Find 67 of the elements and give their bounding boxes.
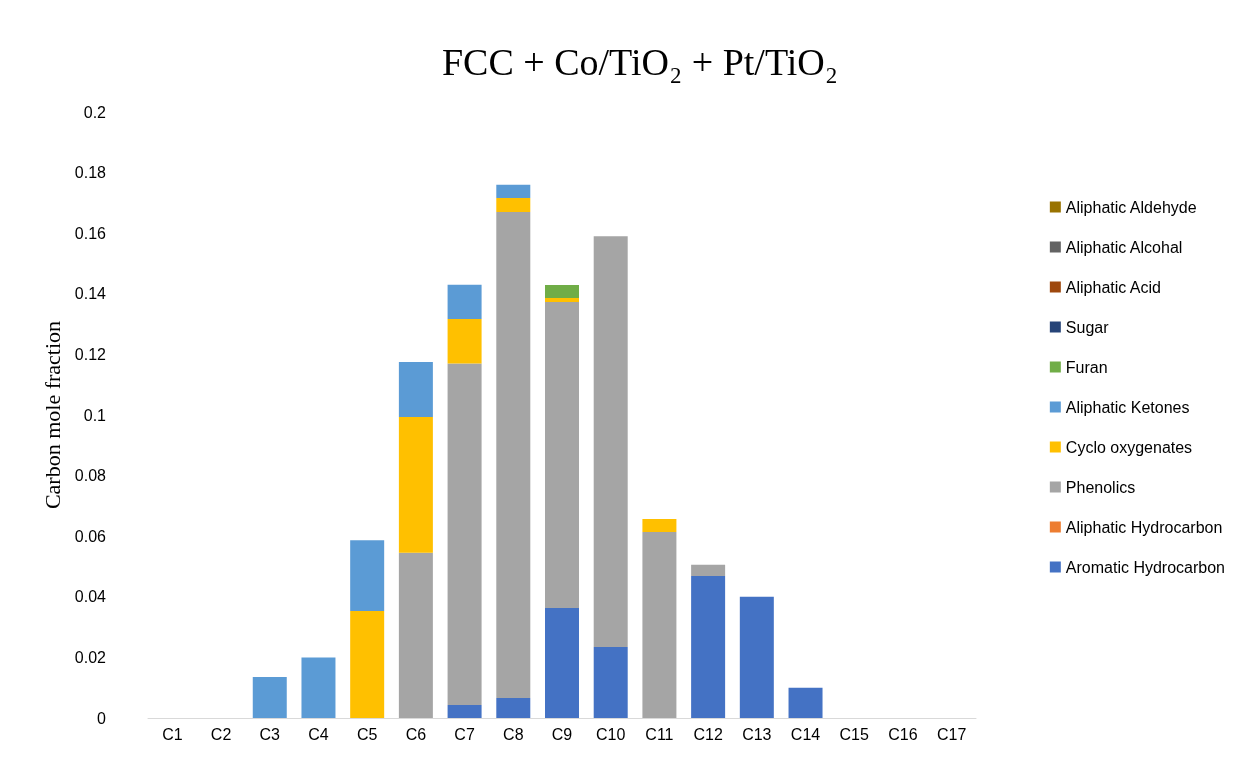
- legend-label: Aliphatic Hydrocarbon: [1065, 518, 1223, 536]
- bar: [788, 687, 823, 718]
- legend-label: Cyclo oxygenates: [1065, 438, 1193, 456]
- y-tick-label: 0.16: [74, 224, 107, 242]
- bar: [691, 564, 726, 576]
- bar: [739, 596, 774, 718]
- y-tick-label: 0.1: [83, 406, 107, 424]
- bar: [350, 611, 385, 718]
- bar: [398, 552, 433, 718]
- y-tick-label: 0: [97, 709, 107, 727]
- bar: [447, 363, 482, 705]
- x-tick-label: C8: [503, 725, 524, 743]
- y-tick-label: 0.02: [74, 648, 107, 666]
- y-tick-label: 0.08: [74, 467, 107, 485]
- x-tick-label: C14: [790, 725, 821, 743]
- x-tick-label: C11: [645, 725, 674, 743]
- bar: [350, 540, 385, 612]
- x-tick-label: C3: [259, 725, 281, 743]
- y-tick-label: 0.18: [74, 164, 107, 182]
- legend-label: Aliphatic Ketones: [1065, 398, 1190, 416]
- x-tick-label: C9: [551, 725, 573, 743]
- bar: [496, 184, 531, 199]
- bar: [691, 575, 726, 718]
- x-tick-label: C2: [210, 725, 232, 743]
- x-tick-label: C5: [356, 725, 378, 743]
- bar: [593, 236, 628, 648]
- bar: [252, 677, 287, 718]
- bar: [593, 647, 628, 718]
- y-tick-label: 0.14: [74, 285, 107, 303]
- bar: [301, 657, 336, 718]
- x-tick-label: C16: [888, 725, 918, 743]
- y-tick-label: 0.04: [74, 588, 107, 606]
- bar: [642, 531, 677, 718]
- x-tick-label: C1: [162, 725, 183, 743]
- x-tick-label: C17: [936, 725, 967, 743]
- bar: [496, 211, 531, 698]
- legend-label: Aliphatic Acid: [1065, 278, 1161, 296]
- legend-label: Phenolics: [1065, 478, 1136, 496]
- y-tick-label: 0.2: [83, 103, 107, 121]
- bar: [545, 301, 579, 609]
- x-tick-label: C10: [596, 725, 626, 743]
- legend-label: Aliphatic Alcohal: [1065, 238, 1183, 256]
- y-tick-label: 0.12: [74, 345, 107, 363]
- bar: [447, 318, 482, 364]
- x-tick-label: C4: [308, 725, 329, 743]
- bar: [545, 285, 579, 299]
- legend-label: Sugar: [1065, 318, 1110, 336]
- y-axis-title: Carbon mole fraction: [40, 320, 66, 510]
- legend-label: Aliphatic Aldehyde: [1065, 198, 1197, 216]
- legend-label: Furan: [1065, 358, 1108, 376]
- x-tick-label: C7: [454, 725, 475, 743]
- legend-label: Aromatic Hydrocarbon: [1065, 558, 1225, 576]
- bar: [398, 361, 433, 418]
- bar: [545, 298, 579, 302]
- y-tick-label: 0.06: [74, 527, 107, 545]
- x-tick-label: C12: [693, 725, 723, 743]
- bar: [398, 417, 433, 553]
- x-tick-label: C6: [405, 725, 427, 743]
- bar: [496, 198, 531, 212]
- bar: [545, 608, 579, 718]
- bar: [496, 698, 531, 718]
- bar: [642, 518, 677, 532]
- bar: [447, 704, 482, 718]
- bar: [447, 284, 482, 319]
- x-tick-label: C15: [839, 725, 870, 743]
- x-tick-label: C13: [742, 725, 772, 743]
- chart-title: FCC + Co/TiO₂ + Pt/TiO₂: [441, 41, 839, 83]
